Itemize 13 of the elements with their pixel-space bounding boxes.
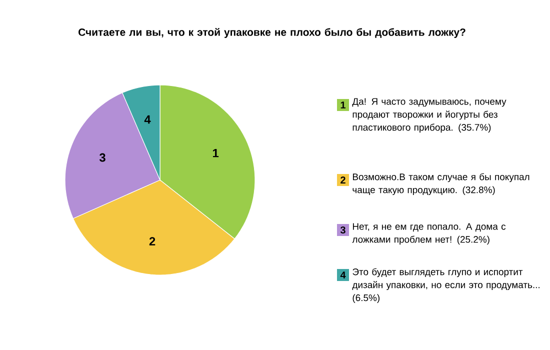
text: 2: [149, 237, 156, 246]
text: 3: [99, 153, 106, 162]
legend-label: Нет, я не ем где попало. А дома с ложками проблем нет! (25.2%): [352, 223, 506, 245]
text: 1: [213, 148, 219, 158]
text: 2: [340, 176, 346, 184]
legend-label: Это будет выглядеть глупо и испортит дизайн упаковки, но если это продумать... (6.5%): [352, 268, 540, 303]
legend-label: Возможно.В таком случае я бы покупал чаще такую продукцию. (32.8%): [352, 173, 530, 196]
text: 4: [144, 115, 151, 124]
chart-title: Считаете ли вы, что к этой упаковке не плохо было бы добавить ложку?: [78, 28, 466, 38]
text: 3: [340, 226, 346, 234]
legend-label: Да! Я часто задумываюсь, почему продают творожки и йогурты без пластикового прибора. (35.7%): [352, 98, 506, 133]
text: 1: [340, 102, 346, 108]
text: 4: [340, 272, 346, 278]
